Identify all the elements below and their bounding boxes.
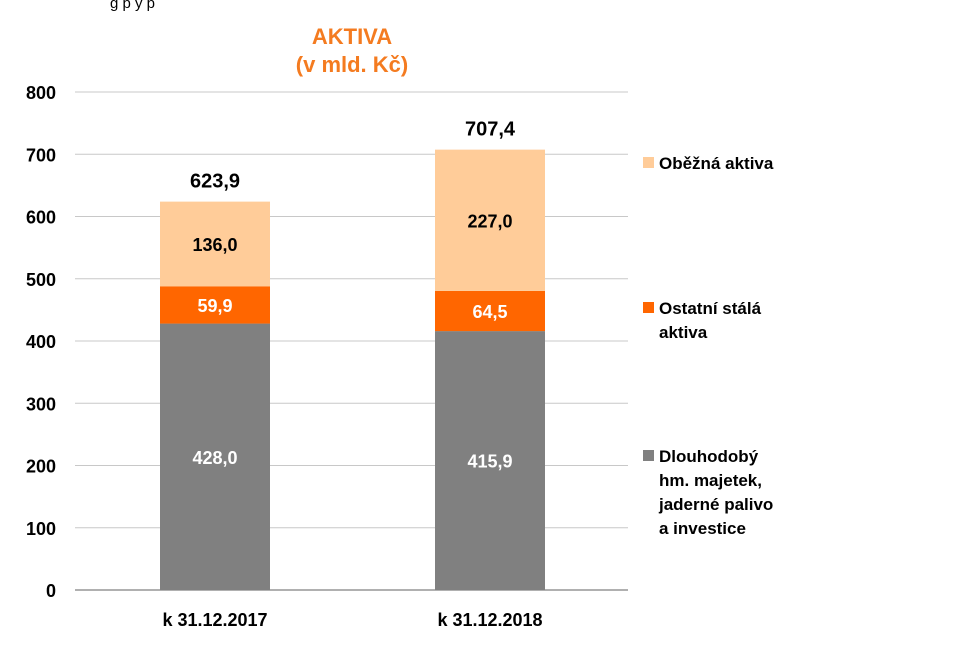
bar-segment: [435, 290, 545, 332]
y-tick-label: 200: [26, 457, 56, 477]
legend-swatch: [643, 450, 654, 461]
y-tick-label: 600: [26, 208, 56, 228]
y-tick-label: 0: [46, 581, 56, 601]
x-axis: k 31.12.2017 k 31.12.2018: [75, 589, 628, 630]
legend-label: aktiva: [659, 323, 708, 342]
bars: 428,0 59,9 136,0 623,9 415,9 64,5 227,0 707,4: [160, 119, 545, 590]
gridlines: [75, 91, 628, 529]
total-label: 623,9: [190, 171, 240, 193]
y-tick-label: 800: [26, 83, 56, 103]
x-category-label: k 31.12.2018: [437, 610, 542, 630]
bar-segment: [160, 323, 270, 590]
legend: Oběžná aktiva Ostatní stálá aktiva Dlouhodo…: [643, 154, 774, 538]
x-category-label: k 31.12.2017: [162, 610, 267, 630]
y-tick-label: 500: [26, 270, 56, 290]
legend-label: a investice: [659, 519, 746, 538]
legend-label: jaderné palivo: [658, 495, 773, 514]
legend-swatch: [643, 302, 654, 313]
y-axis: 0 100 200 300 400 500 600 700 800: [26, 83, 56, 601]
legend-label: hm. majetek,: [659, 471, 762, 490]
bar-segment: [435, 331, 545, 590]
legend-swatch: [643, 157, 654, 168]
chart-subtitle: (v mld. Kč): [296, 52, 408, 77]
data-label: 227,0: [467, 211, 512, 231]
data-label: 415,9: [467, 452, 512, 472]
total-label: 707,4: [465, 119, 516, 141]
legend-label: Oběžná aktiva: [659, 154, 774, 173]
chart-title: AKTIVA: [312, 24, 392, 49]
y-tick-label: 700: [26, 145, 56, 165]
legend-label: Ostatní stálá: [659, 299, 762, 318]
bar-segment: [160, 286, 270, 324]
bar-segment: [435, 149, 545, 291]
data-label: 136,0: [192, 235, 237, 255]
y-tick-label: 300: [26, 394, 56, 414]
top-text-fragment: g p y p: [110, 0, 155, 12]
y-tick-label: 100: [26, 519, 56, 539]
y-tick-label: 400: [26, 332, 56, 352]
bar-segment: [160, 201, 270, 287]
data-label: 64,5: [472, 302, 507, 322]
data-label: 59,9: [197, 296, 232, 316]
legend-label: Dlouhodobý: [659, 447, 759, 466]
data-label: 428,0: [192, 448, 237, 468]
